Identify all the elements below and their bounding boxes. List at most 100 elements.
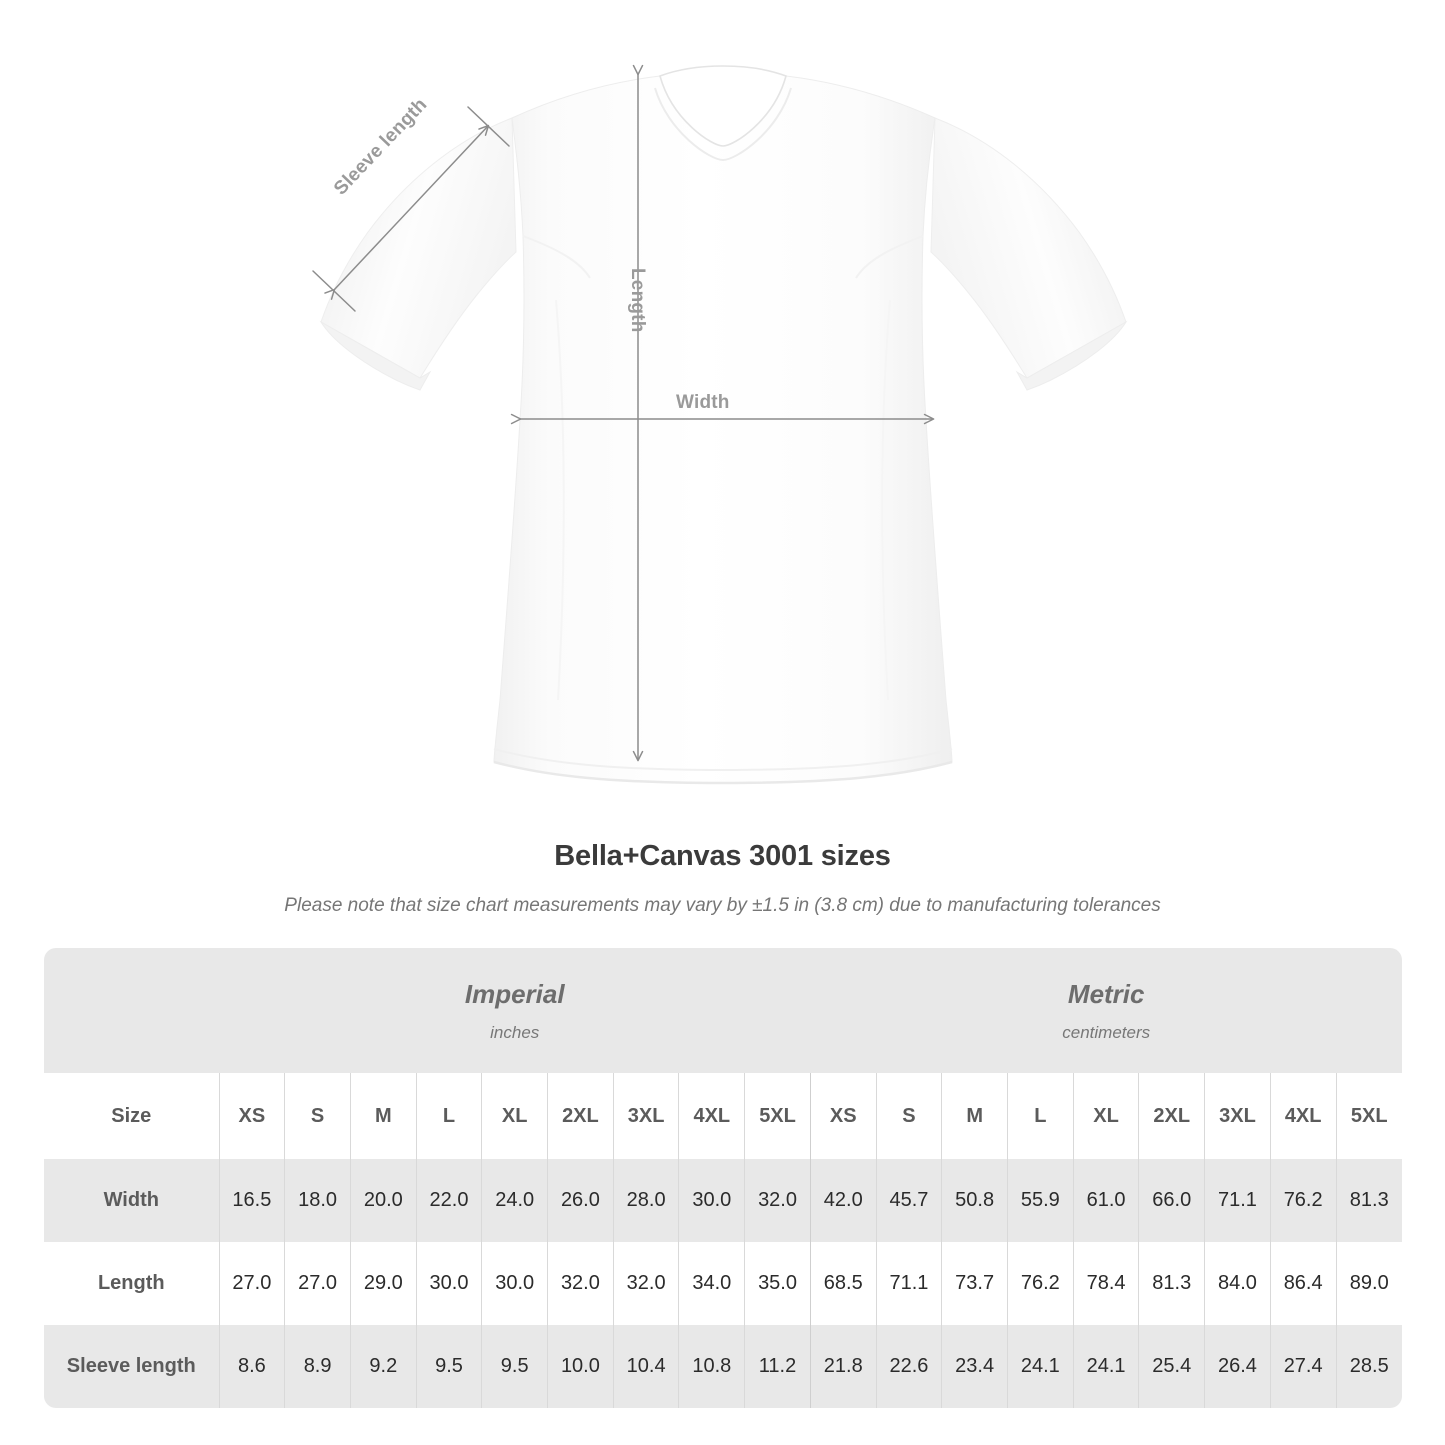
cell-metric-m: 73.7	[941, 1242, 1008, 1325]
sleeve-cap-upper	[467, 106, 510, 147]
cell-metric-m: 50.8	[941, 1159, 1008, 1242]
shoulder-seam-right	[855, 235, 924, 279]
neckline	[659, 65, 787, 147]
cell-metric-3xl: 71.1	[1204, 1159, 1271, 1242]
cell-imperial-4xl: 30.0	[678, 1159, 745, 1242]
cell-metric-m: 23.4	[941, 1325, 1008, 1408]
cell-metric-s: 45.7	[875, 1159, 942, 1242]
cell-imperial-xs: 16.5	[218, 1159, 285, 1242]
hem	[493, 760, 953, 785]
size-header-imperial-xs: XS	[218, 1073, 285, 1159]
size-header-imperial-l: L	[415, 1073, 482, 1159]
cell-imperial-m: 9.2	[349, 1325, 417, 1408]
cell-imperial-l: 9.5	[415, 1325, 482, 1408]
size-header-row: Size XS S M L XL 2XL 3XL 4XL 5XL XS S M L XL 2XL 3XL 4XL 5…	[44, 1073, 1402, 1159]
cell-metric-2xl: 66.0	[1138, 1159, 1205, 1242]
cell-metric-2xl: 25.4	[1138, 1325, 1205, 1408]
sleeve-cap-lower	[312, 270, 356, 312]
cell-imperial-5xl: 32.0	[744, 1159, 811, 1242]
cell-imperial-m: 20.0	[349, 1159, 417, 1242]
unit-cell-imperial: Imperial inches	[219, 948, 811, 1073]
cell-metric-4xl: 76.2	[1269, 1159, 1337, 1242]
size-header-metric-2xl: 2XL	[1138, 1073, 1205, 1159]
unit-system-band: Imperial inches Metric centimeters	[44, 948, 1402, 1073]
size-chart-table: Imperial inches Metric centimeters Size X…	[44, 948, 1402, 1408]
unit-cell-metric: Metric centimeters	[810, 948, 1402, 1073]
size-header-metric-s: S	[875, 1073, 942, 1159]
cell-imperial-s: 8.9	[284, 1325, 351, 1408]
cell-imperial-s: 27.0	[284, 1242, 351, 1325]
left-cuff	[319, 320, 432, 391]
row-label-sleeve-length: Sleeve length	[44, 1325, 220, 1408]
cell-metric-l: 24.1	[1007, 1325, 1074, 1408]
size-column-header: Size	[44, 1073, 220, 1159]
cell-metric-xl: 24.1	[1072, 1325, 1139, 1408]
cell-imperial-m: 29.0	[349, 1242, 417, 1325]
size-header-imperial-3xl: 3XL	[612, 1073, 679, 1159]
cell-metric-4xl: 27.4	[1269, 1325, 1337, 1408]
cell-imperial-5xl: 11.2	[744, 1325, 811, 1408]
length-label: Length	[627, 268, 648, 333]
fold-left	[555, 299, 565, 701]
page-title: Bella+Canvas 3001 sizes	[554, 840, 891, 872]
tolerance-note: Please note that size chart measurements…	[284, 895, 1161, 916]
cell-imperial-l: 30.0	[415, 1242, 482, 1325]
cell-metric-5xl: 28.5	[1335, 1325, 1402, 1408]
shoulder-seam-left	[522, 235, 591, 279]
size-header-metric-xs: XS	[809, 1073, 877, 1159]
unit-band-spacer	[44, 948, 220, 1073]
unit-name: inches	[490, 1022, 540, 1042]
cell-metric-s: 71.1	[875, 1242, 942, 1325]
size-header-metric-l: L	[1007, 1073, 1074, 1159]
collar-ribbing	[654, 87, 792, 162]
cell-imperial-xl: 9.5	[481, 1325, 548, 1408]
cell-imperial-2xl: 32.0	[547, 1242, 614, 1325]
cell-metric-5xl: 81.3	[1335, 1159, 1402, 1242]
unit-system-name: Metric	[1067, 978, 1145, 1009]
cell-imperial-xl: 30.0	[481, 1242, 548, 1325]
size-header-imperial-xl: XL	[481, 1073, 548, 1159]
size-header-imperial-4xl: 4XL	[678, 1073, 745, 1159]
table-row: Sleeve length 8.6 8.9 9.2 9.5 9.5 10.0 10.4 10.8…	[44, 1325, 1402, 1408]
size-header-imperial-m: M	[349, 1073, 417, 1159]
cell-imperial-s: 18.0	[284, 1159, 351, 1242]
cell-imperial-2xl: 10.0	[547, 1325, 614, 1408]
size-header-metric-5xl: 5XL	[1335, 1073, 1402, 1159]
table-row: Width 16.5 18.0 20.0 22.0 24.0 26.0 28.0 30.0 32.…	[44, 1159, 1402, 1242]
cell-imperial-4xl: 10.8	[678, 1325, 745, 1408]
cell-imperial-4xl: 34.0	[678, 1242, 745, 1325]
size-header-imperial-5xl: 5XL	[744, 1073, 811, 1159]
cell-imperial-3xl: 10.4	[612, 1325, 679, 1408]
cell-imperial-3xl: 28.0	[612, 1159, 679, 1242]
cell-metric-s: 22.6	[875, 1325, 942, 1408]
cell-metric-2xl: 81.3	[1138, 1242, 1205, 1325]
cell-imperial-xs: 27.0	[218, 1242, 285, 1325]
size-header-metric-3xl: 3XL	[1204, 1073, 1271, 1159]
cell-metric-4xl: 86.4	[1269, 1242, 1337, 1325]
fold-right	[881, 299, 891, 701]
cell-metric-xl: 78.4	[1072, 1242, 1139, 1325]
cell-metric-xs: 42.0	[809, 1159, 877, 1242]
cell-metric-xs: 21.8	[809, 1325, 877, 1408]
unit-name: centimeters	[1062, 1022, 1151, 1042]
cell-metric-3xl: 84.0	[1204, 1242, 1271, 1325]
measurement-arrows	[312, 64, 935, 762]
row-label-width: Width	[44, 1159, 220, 1242]
cell-metric-l: 76.2	[1007, 1242, 1074, 1325]
size-header-imperial-2xl: 2XL	[547, 1073, 614, 1159]
cell-metric-xs: 68.5	[809, 1242, 877, 1325]
size-header-imperial-s: S	[284, 1073, 351, 1159]
tshirt-shape	[319, 65, 1128, 785]
size-header-metric-4xl: 4XL	[1269, 1073, 1337, 1159]
hem-fold	[493, 748, 953, 772]
size-header-metric-m: M	[941, 1073, 1008, 1159]
sleeve-length-arrow	[324, 124, 490, 300]
cell-imperial-xs: 8.6	[218, 1325, 285, 1408]
cell-metric-l: 55.9	[1007, 1159, 1074, 1242]
tshirt-illustration	[312, 64, 1128, 785]
cell-imperial-3xl: 32.0	[612, 1242, 679, 1325]
cell-metric-3xl: 26.4	[1204, 1325, 1271, 1408]
right-cuff	[1015, 320, 1128, 391]
right-sleeve	[930, 117, 1127, 379]
tshirt-measurement-diagram: Sleeve length Length Width	[312, 64, 1128, 785]
